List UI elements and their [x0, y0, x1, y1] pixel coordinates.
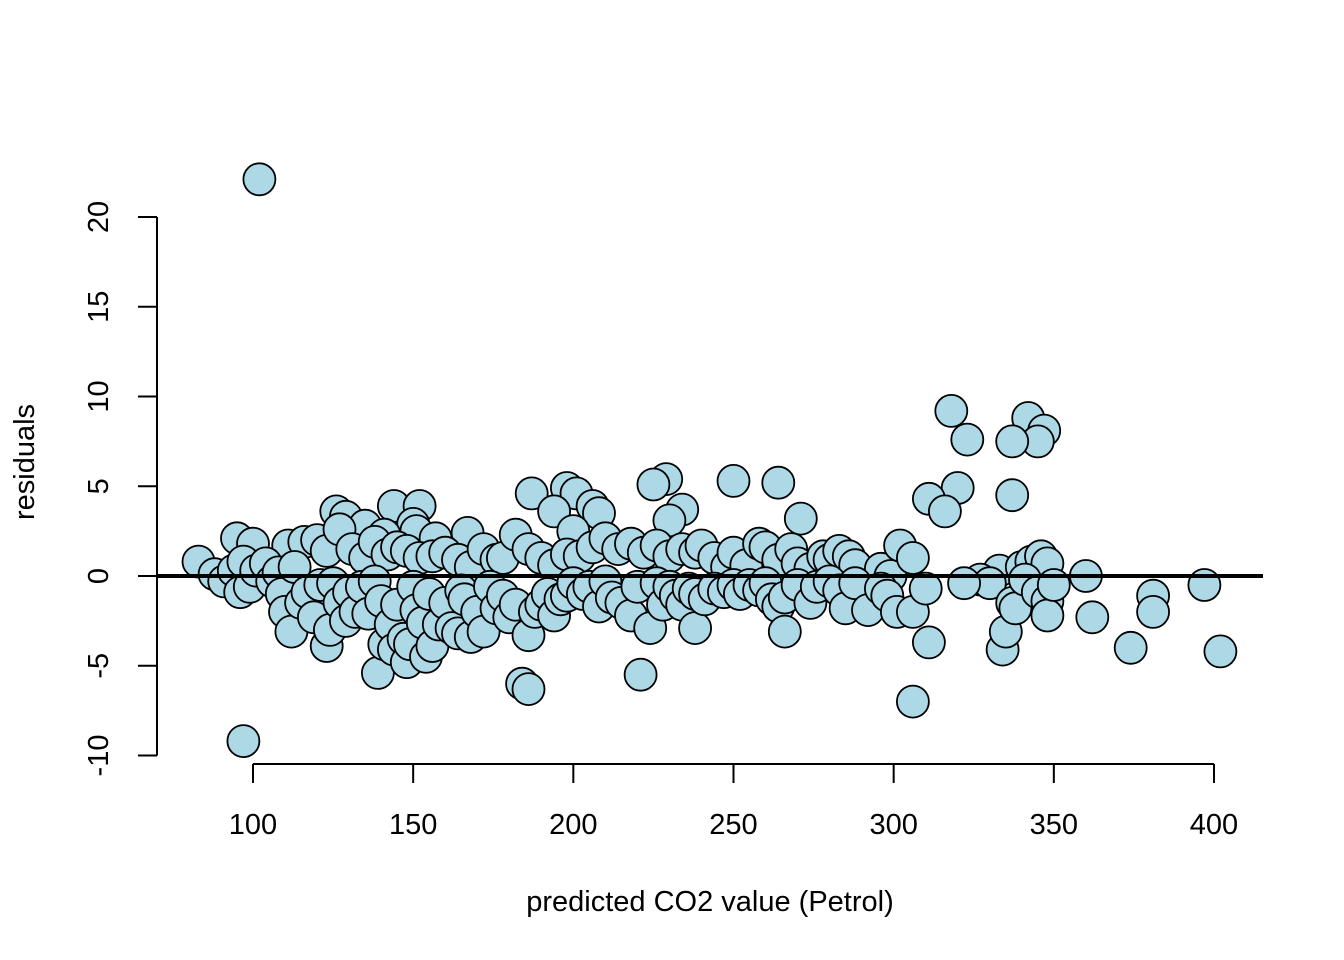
x-tick-label: 100 — [229, 809, 277, 841]
y-tick-label: 0 — [83, 568, 115, 584]
data-point — [761, 465, 796, 500]
y-tick-label: 5 — [83, 478, 115, 494]
data-point — [1075, 600, 1110, 635]
x-tick-label: 150 — [389, 809, 437, 841]
data-point — [896, 541, 930, 575]
y-tick-label: 20 — [83, 201, 115, 233]
data-point — [1203, 634, 1238, 669]
data-point — [242, 162, 277, 197]
data-point — [947, 566, 981, 601]
x-tick-label: 200 — [549, 809, 597, 841]
data-point — [995, 424, 1030, 459]
data-point — [1113, 630, 1148, 665]
data-point — [636, 467, 671, 502]
data-point — [511, 672, 546, 706]
data-point — [623, 657, 658, 692]
data-point — [514, 476, 549, 511]
x-tick-label: 400 — [1190, 809, 1238, 841]
data-point — [908, 571, 943, 606]
y-axis-label: residuals — [9, 404, 41, 520]
x-tick-label: 250 — [709, 809, 757, 841]
data-point — [934, 393, 969, 428]
data-point — [1036, 568, 1071, 602]
data-point — [716, 463, 751, 498]
x-axis: 100 150 200 250 300 350 400 — [229, 763, 1238, 841]
y-tick-label: 10 — [83, 380, 115, 412]
data-point — [896, 684, 930, 719]
data-point — [1030, 598, 1065, 633]
y-tick-label: 15 — [83, 291, 115, 323]
data-point — [1136, 595, 1170, 629]
x-tick-label: 350 — [1030, 809, 1078, 841]
y-tick-label: -5 — [83, 653, 115, 679]
data-point — [995, 478, 1030, 513]
y-axis: -10 -5 0 5 10 15 20 — [83, 201, 158, 777]
data-point — [678, 611, 712, 645]
data-point — [950, 422, 985, 457]
data-point — [1187, 568, 1222, 602]
points-layer — [181, 162, 1238, 758]
y-tick-label: -10 — [83, 735, 115, 777]
data-point — [912, 625, 946, 660]
data-point — [928, 494, 962, 529]
data-point — [226, 724, 261, 758]
x-axis-label: predicted CO2 value (Petrol) — [526, 886, 894, 918]
data-point — [767, 614, 802, 649]
x-tick-label: 300 — [869, 809, 917, 841]
data-point — [783, 501, 818, 536]
